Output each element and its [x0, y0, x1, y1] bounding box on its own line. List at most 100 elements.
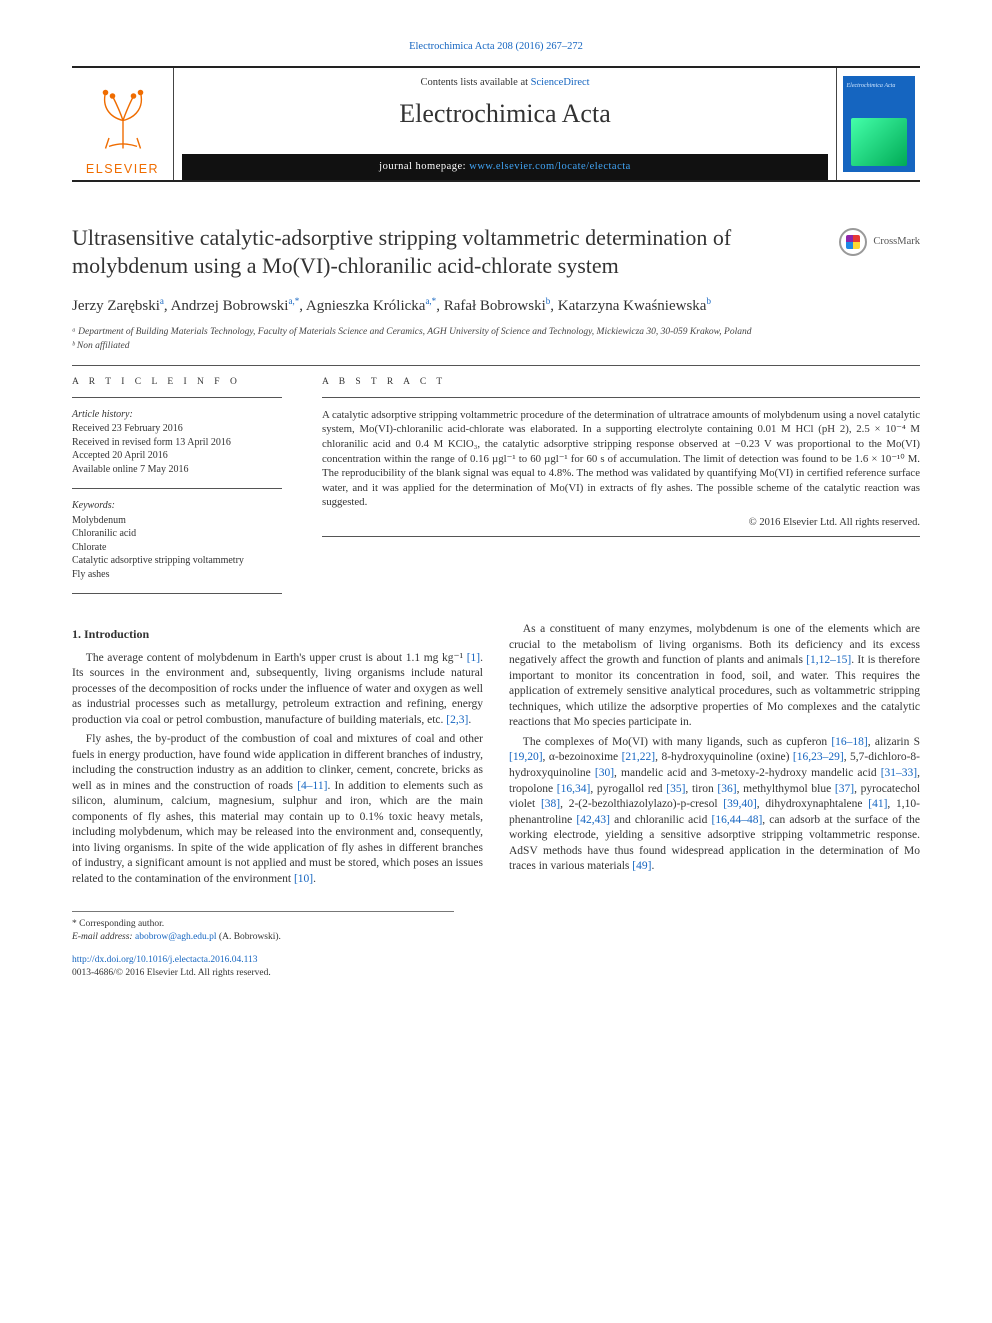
ref-link[interactable]: [16,34] [557, 783, 591, 795]
article-info-head: A R T I C L E I N F O [72, 376, 282, 389]
p4b: , alizarin S [868, 736, 920, 748]
journal-title: Electrochimica Acta [182, 96, 828, 131]
ref-link[interactable]: [38] [541, 798, 560, 810]
section-heading-intro: 1. Introduction [72, 626, 483, 642]
doi-link[interactable]: http://dx.doi.org/10.1016/j.electacta.20… [72, 955, 258, 965]
email-link[interactable]: abobrow@agh.edu.pl [135, 932, 217, 942]
ref-link[interactable]: [42,43] [576, 814, 610, 826]
keyword: Fly ashes [72, 568, 282, 582]
p1c: . [468, 714, 471, 726]
intro-para-2: Fly ashes, the by-product of the combust… [72, 732, 483, 887]
divider [322, 397, 920, 398]
p4a: The complexes of Mo(VI) with many ligand… [523, 736, 832, 748]
journal-cover-thumb: Electrochimica Acta [836, 68, 920, 180]
history-received: Received 23 February 2016 [72, 422, 282, 436]
ref-link[interactable]: [16,23–29] [793, 751, 844, 763]
cover-title: Electrochimica Acta [847, 82, 911, 90]
ref-link[interactable]: [2,3] [446, 714, 468, 726]
contents-text: Contents lists available at [420, 77, 530, 88]
crossmark-label: CrossMark [873, 235, 920, 249]
divider [72, 488, 282, 489]
body-two-column: 1. Introduction The average content of m… [72, 622, 920, 887]
intro-para-4: The complexes of Mo(VI) with many ligand… [509, 735, 920, 875]
ref-link[interactable]: [37] [835, 783, 854, 795]
history-online: Available online 7 May 2016 [72, 463, 282, 477]
contents-line: Contents lists available at ScienceDirec… [182, 76, 828, 90]
ref-link[interactable]: [39,40] [723, 798, 757, 810]
history-revised: Received in revised form 13 April 2016 [72, 436, 282, 450]
keywords-label: Keywords: [72, 499, 282, 513]
affiliation-b: ᵇ Non affiliated [72, 340, 920, 353]
band-center: Contents lists available at ScienceDirec… [174, 68, 836, 180]
ref-link[interactable]: [16–18] [831, 736, 867, 748]
ref-link[interactable]: [16,44–48] [711, 814, 762, 826]
author-list: Jerzy Zarębskia, Andrzej Bobrowskia,*, A… [72, 295, 920, 316]
keyword: Molybdenum [72, 514, 282, 528]
abstract-column: A B S T R A C T A catalytic adsorptive s… [322, 376, 920, 604]
abstract-text: A catalytic adsorptive stripping voltamm… [322, 408, 920, 510]
ref-link[interactable]: [49] [632, 860, 651, 872]
divider [72, 365, 920, 366]
ref-link[interactable]: [41] [868, 798, 887, 810]
abstract-copyright: © 2016 Elsevier Ltd. All rights reserved… [322, 516, 920, 530]
p4d: , 8-hydroxyquinoline (oxine) [655, 751, 793, 763]
email-who: (A. Bobrowski). [217, 932, 281, 942]
ref-link[interactable]: [1,12–15] [806, 654, 851, 666]
ref-link[interactable]: [31–33] [881, 767, 917, 779]
footnotes: * Corresponding author. E-mail address: … [72, 911, 454, 944]
homepage-bar: journal homepage: www.elsevier.com/locat… [182, 154, 828, 180]
p4h: , pyrogallol red [590, 783, 666, 795]
journal-header-band: ELSEVIER Contents lists available at Sci… [72, 66, 920, 182]
top-citation-link[interactable]: Electrochimica Acta 208 (2016) 267–272 [409, 41, 583, 52]
history-label: Article history: [72, 408, 282, 422]
elsevier-tree-icon [74, 72, 171, 161]
publisher-block: ELSEVIER [72, 68, 174, 180]
intro-para-3: As a constituent of many enzymes, molybd… [509, 622, 920, 731]
ref-link[interactable]: [35] [666, 783, 685, 795]
article-history: Article history: Received 23 February 20… [72, 408, 282, 477]
publisher-name: ELSEVIER [74, 161, 171, 180]
abstract-head: A B S T R A C T [322, 376, 920, 389]
crossmark-badge[interactable]: CrossMark [839, 228, 920, 256]
homepage-link[interactable]: www.elsevier.com/locate/electacta [469, 161, 631, 172]
divider [72, 593, 282, 594]
top-citation: Electrochimica Acta 208 (2016) 267–272 [72, 40, 920, 54]
homepage-label: journal homepage: [379, 161, 469, 172]
ref-link[interactable]: [1] [467, 652, 480, 664]
email-line: E-mail address: abobrow@agh.edu.pl (A. B… [72, 931, 454, 944]
p4l: , 2-(2-bezolthiazolylazo)-p-cresol [560, 798, 723, 810]
divider [72, 397, 282, 398]
ref-link[interactable]: [19,20] [509, 751, 543, 763]
article-header: CrossMark Ultrasensitive catalytic-adsor… [72, 224, 920, 353]
article-info-column: A R T I C L E I N F O Article history: R… [72, 376, 282, 604]
ref-link[interactable]: [21,22] [622, 751, 656, 763]
info-abstract-row: A R T I C L E I N F O Article history: R… [72, 376, 920, 604]
email-label: E-mail address: [72, 932, 135, 942]
p2b: . In addition to elements such as silico… [72, 780, 483, 870]
article-title: Ultrasensitive catalytic-adsorptive stri… [72, 224, 792, 279]
cover-art-icon [851, 118, 907, 166]
p2d: . [313, 873, 316, 885]
p4i: , tiron [685, 783, 717, 795]
ref-link[interactable]: [10] [294, 873, 313, 885]
affiliation-a: ᵃ Department of Building Materials Techn… [72, 326, 920, 339]
ref-link[interactable]: [36] [717, 783, 736, 795]
intro-para-1: The average content of molybdenum in Ear… [72, 651, 483, 729]
p4f: , mandelic acid and 3-metoxy-2-hydroxy m… [614, 767, 881, 779]
keyword: Catalytic adsorptive stripping voltammet… [72, 554, 282, 568]
sciencedirect-link[interactable]: ScienceDirect [531, 77, 590, 88]
ref-link[interactable]: [4–11] [297, 780, 327, 792]
keyword: Chloranilic acid [72, 527, 282, 541]
divider [322, 536, 920, 537]
keyword: Chlorate [72, 541, 282, 555]
ref-link[interactable]: [30] [595, 767, 614, 779]
p4m: , dihydroxynaphtalene [757, 798, 868, 810]
p4q: . [651, 860, 654, 872]
issn-copyright: 0013-4686/© 2016 Elsevier Ltd. All right… [72, 967, 920, 980]
p1a: The average content of molybdenum in Ear… [86, 652, 467, 664]
p4j: , methylthymol blue [737, 783, 835, 795]
keywords-block: Keywords: Molybdenum Chloranilic acid Ch… [72, 499, 282, 581]
p4c: , α-bezoinoxime [543, 751, 622, 763]
corresponding-note: * Corresponding author. [72, 918, 454, 931]
cover-image-icon: Electrochimica Acta [843, 76, 915, 172]
